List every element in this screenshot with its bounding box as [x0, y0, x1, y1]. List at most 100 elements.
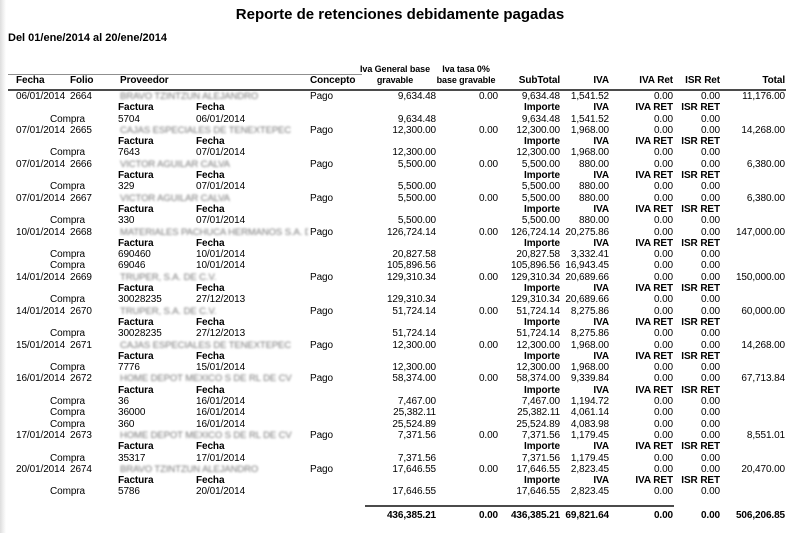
entry-iva-ret: 0.00	[653, 429, 674, 441]
entry-folio: 2673	[70, 429, 92, 441]
detail-iva: 2,823.45	[570, 486, 610, 498]
entry-iva-general: 12,300.00	[392, 339, 437, 351]
entry-iva: 1,179.45	[570, 429, 610, 441]
detail-header-iva-ret: IVA RET	[635, 283, 674, 295]
entry-subtotal: 7,371.56	[521, 429, 561, 441]
detail-importe: 25,382.11	[517, 407, 561, 419]
detail-row: Compra 5704 06/01/2014 9,634.48 9,634.48…	[8, 114, 786, 125]
detail-base: 5,500.00	[397, 181, 437, 193]
detail-importe: 20,827.58	[516, 249, 561, 261]
page-title: Reporte de retenciones debidamente pagad…	[235, 6, 565, 23]
detail-iva-ret: 0.00	[653, 362, 674, 374]
detail-base: 7,371.56	[397, 452, 437, 464]
entry-subtotal: 5,500.00	[521, 192, 561, 204]
entry-subtotal: 12,300.00	[516, 339, 561, 351]
detail-header-factura: Factura	[118, 136, 154, 148]
detail-tipo: Compra	[50, 418, 85, 430]
detail-factura: 329	[118, 181, 135, 193]
entry-total: 8,551.01	[746, 429, 786, 441]
detail-tipo: Compra	[50, 113, 85, 125]
col-header-isr-ret: ISR Ret	[674, 61, 722, 91]
entry-concepto: Pago	[310, 271, 333, 283]
detail-base: 9,634.48	[397, 113, 437, 125]
detail-header-iva: IVA	[593, 384, 610, 396]
detail-header-row: Factura Fecha Importe IVA IVA RET ISR RE…	[8, 283, 786, 294]
entry-iva-ret: 0.00	[653, 192, 674, 204]
entry-proveedor: CAJAS ESPECIALES DE TENEXTEPEC	[120, 339, 292, 351]
detail-header-iva: IVA	[593, 350, 610, 362]
entry-iva: 20,689.66	[565, 271, 610, 283]
entry-isr-ret: 0.00	[700, 192, 721, 204]
total-iva-general: 436,385.21	[365, 504, 438, 524]
detail-tipo: Compra	[50, 260, 85, 272]
detail-header-iva: IVA	[593, 136, 610, 148]
entry-proveedor: BRAVO TZINTZUN ALEJANDRO	[120, 463, 259, 475]
entry-iva: 9,339.84	[570, 373, 610, 385]
detail-factura: 30028235	[118, 294, 162, 306]
detail-header-isr-ret: ISR RET	[681, 102, 721, 114]
col-header-proveedor: Proveedor	[114, 61, 309, 91]
total-total: 506,206.85	[735, 510, 786, 522]
detail-row: Compra 36 16/01/2014 7,467.00 7,467.00 1…	[8, 396, 786, 407]
detail-header-isr-ret: ISR RET	[681, 475, 721, 487]
detail-header-factura: Factura	[118, 283, 154, 295]
detail-fecha: 16/01/2014	[196, 407, 246, 419]
detail-row: Compra 7776 15/01/2014 12,300.00 12,300.…	[8, 362, 786, 373]
detail-header-fecha: Fecha	[196, 237, 225, 249]
detail-iva: 1,194.72	[570, 396, 610, 408]
detail-tipo: Compra	[50, 407, 85, 419]
entry-isr-ret: 0.00	[700, 91, 721, 102]
detail-header-iva-ret: IVA RET	[635, 384, 674, 396]
entry-iva: 20,275.86	[565, 226, 610, 238]
detail-row: Compra 330 07/01/2014 5,500.00 5,500.00 …	[8, 215, 786, 226]
detail-isr-ret: 0.00	[700, 328, 721, 340]
total-subtotal: 436,385.21	[499, 504, 562, 524]
detail-iva-ret: 0.00	[653, 486, 674, 498]
detail-row: Compra 690460 10/01/2014 20,827.58 20,82…	[8, 249, 786, 260]
entry-iva: 1,541.52	[570, 91, 610, 102]
detail-header-fecha: Fecha	[196, 384, 225, 396]
detail-header-isr-ret: ISR RET	[681, 316, 721, 328]
entry-isr-ret: 0.00	[700, 373, 721, 385]
entry-iva-general: 9,634.48	[397, 91, 437, 102]
detail-factura: 5786	[118, 486, 140, 498]
detail-factura: 36000	[118, 407, 146, 419]
entry-folio: 2669	[70, 271, 92, 283]
entry-folio: 2671	[70, 339, 92, 351]
detail-header-row: Factura Fecha Importe IVA IVA RET ISR RE…	[8, 170, 786, 181]
detail-tipo: Compra	[50, 294, 85, 306]
entry-iva-ret: 0.00	[653, 226, 674, 238]
detail-header-fecha: Fecha	[196, 441, 225, 453]
entry-main-row: 14/01/2014 2669 TRUPER, S.A. DE C.V. Pag…	[8, 272, 786, 283]
entry-total: 11,176.00	[742, 91, 786, 102]
detail-header-factura: Factura	[118, 441, 154, 453]
entry-concepto: Pago	[310, 339, 333, 351]
detail-header-row: Factura Fecha Importe IVA IVA RET ISR RE…	[8, 102, 786, 113]
detail-header-iva: IVA	[593, 283, 610, 295]
entry-iva-general: 17,646.55	[392, 463, 437, 475]
detail-importe: 25,524.89	[516, 418, 561, 430]
detail-header-iva: IVA	[593, 316, 610, 328]
entry-iva: 1,968.00	[570, 124, 610, 136]
entry-isr-ret: 0.00	[700, 124, 721, 136]
detail-base: 5,500.00	[397, 215, 437, 227]
entry-iva-ret: 0.00	[653, 305, 674, 317]
col-header-total: Total	[721, 61, 787, 91]
totals-spacer-row	[8, 498, 786, 506]
entry-concepto: Pago	[310, 192, 333, 204]
entry-folio: 2664	[70, 91, 92, 102]
entry-iva-tasa0: 0.00	[478, 429, 499, 441]
detail-header-importe: Importe	[524, 237, 561, 249]
detail-isr-ret: 0.00	[700, 418, 721, 430]
col-header-iva-tasa0: Iva tasa 0% base gravable	[437, 61, 500, 91]
detail-header-iva-ret: IVA RET	[635, 441, 674, 453]
entry-iva-general: 12,300.00	[392, 124, 437, 136]
detail-importe: 7,371.56	[521, 452, 561, 464]
entry-total: 60,000.00	[741, 305, 786, 317]
entry-fecha: 14/01/2014	[16, 271, 66, 283]
detail-header-row: Factura Fecha Importe IVA IVA RET ISR RE…	[8, 385, 786, 396]
detail-header-isr-ret: ISR RET	[681, 170, 721, 182]
detail-tipo: Compra	[50, 147, 85, 159]
detail-header-isr-ret: ISR RET	[681, 136, 721, 148]
entry-concepto: Pago	[310, 373, 333, 385]
